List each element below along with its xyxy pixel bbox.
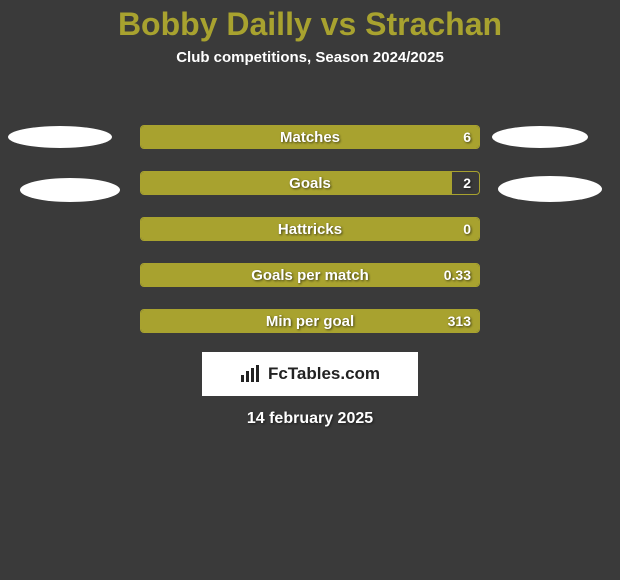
chart-bars-icon [240, 365, 262, 383]
stat-row: Matches6 [140, 125, 480, 149]
stat-row-value-right: 6 [463, 126, 471, 148]
stat-row-value-right: 2 [463, 172, 471, 194]
stat-rows: Matches6Goals2Hattricks0Goals per match0… [140, 125, 480, 355]
player-marker-ellipse [8, 126, 112, 148]
source-badge-text: FcTables.com [268, 364, 380, 384]
player-marker-ellipse [20, 178, 120, 202]
stat-row-value-right: 0 [463, 218, 471, 240]
stat-row-value-right: 313 [448, 310, 471, 332]
stat-row: Goals2 [140, 171, 480, 195]
stat-row-label: Goals [141, 172, 479, 194]
source-badge: FcTables.com [202, 352, 418, 396]
stat-row: Min per goal313 [140, 309, 480, 333]
stat-row-label: Hattricks [141, 218, 479, 240]
subtitle: Club competitions, Season 2024/2025 [0, 49, 620, 66]
page-title: Bobby Dailly vs Strachan [0, 0, 620, 43]
stat-row: Hattricks0 [140, 217, 480, 241]
stat-row: Goals per match0.33 [140, 263, 480, 287]
player-marker-ellipse [498, 176, 602, 202]
stat-row-label: Min per goal [141, 310, 479, 332]
stat-row-value-right: 0.33 [444, 264, 471, 286]
stat-row-label: Goals per match [141, 264, 479, 286]
player-marker-ellipse [492, 126, 588, 148]
comparison-card: Bobby Dailly vs Strachan Club competitio… [0, 0, 620, 580]
stat-row-label: Matches [141, 126, 479, 148]
date-text: 14 february 2025 [0, 410, 620, 428]
